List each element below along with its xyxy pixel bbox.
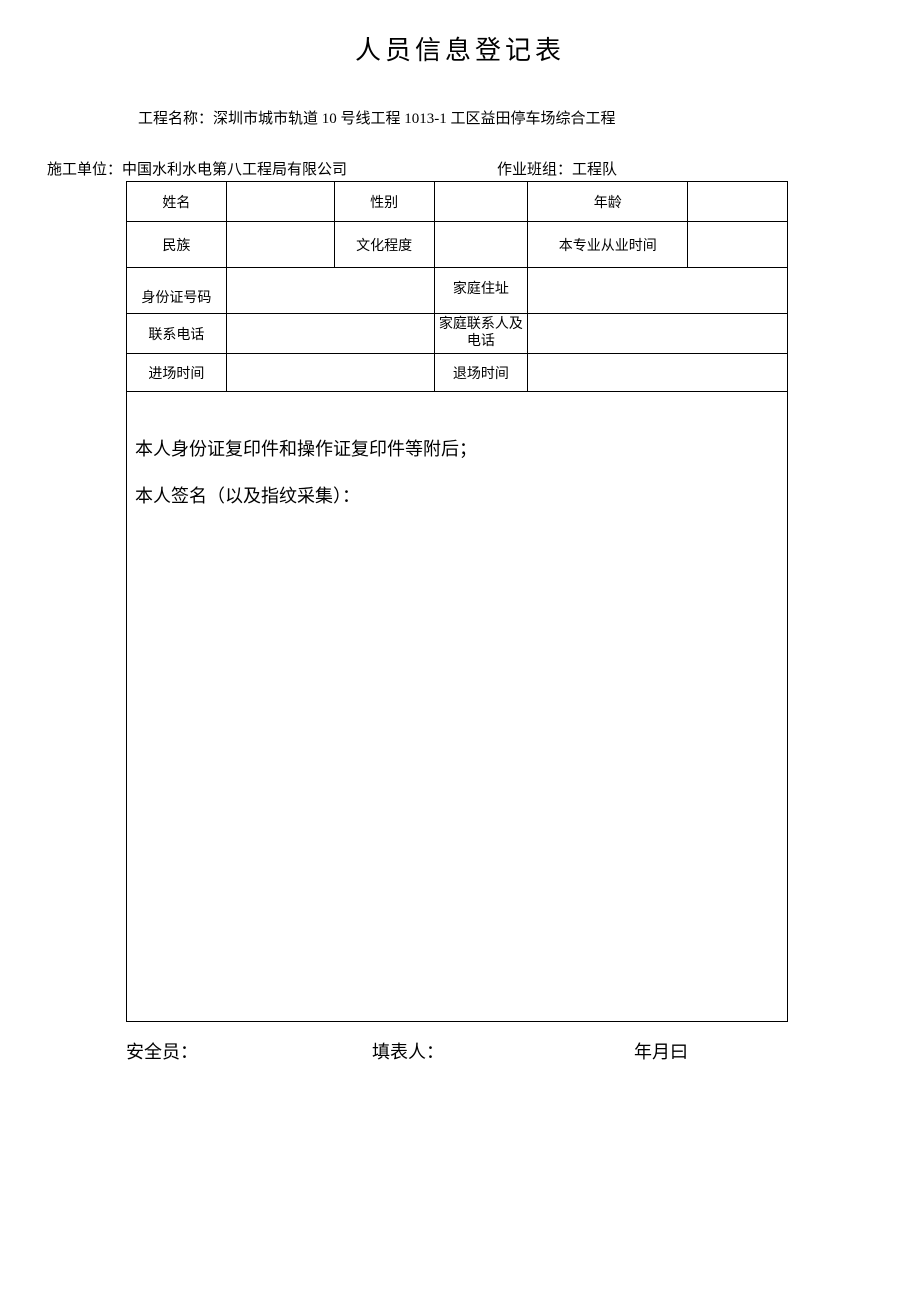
team-value: 工程队 — [572, 162, 617, 178]
header-row: 施工单位：中国水利水电第八工程局有限公司 作业班组：工程队 — [47, 158, 920, 179]
value-enter-time[interactable] — [226, 354, 434, 392]
page-title: 人员信息登记表 — [0, 30, 920, 67]
project-line: 工程名称：深圳市城市轨道 10 号线工程 1013-1 工区益田停车场综合工程 — [138, 107, 920, 128]
notes-box: 本人身份证复印件和操作证复印件等附后； 本人签名（以及指纹采集）： — [126, 392, 788, 1022]
value-experience[interactable] — [688, 222, 788, 268]
footer-row: 安全员： 填表人： 年月曰 — [126, 1038, 788, 1064]
value-family-contact[interactable] — [528, 314, 788, 354]
label-family-contact: 家庭联系人及电话 — [434, 314, 528, 354]
value-gender[interactable] — [434, 182, 528, 222]
project-label: 工程名称： — [138, 111, 213, 127]
team-label: 作业班组： — [497, 162, 572, 178]
label-enter-time: 进场时间 — [127, 354, 227, 392]
notes-line-2: 本人签名（以及指纹采集）： — [135, 473, 779, 520]
label-home-address: 家庭住址 — [434, 268, 528, 314]
label-education: 文化程度 — [334, 222, 434, 268]
project-value: 深圳市城市轨道 10 号线工程 1013-1 工区益田停车场综合工程 — [213, 111, 616, 127]
label-phone: 联系电话 — [127, 314, 227, 354]
label-exit-time: 退场时间 — [434, 354, 528, 392]
value-id-number[interactable] — [226, 268, 434, 314]
label-id-number: 身份证号码 — [127, 268, 227, 314]
unit-label: 施工单位： — [47, 162, 122, 178]
label-experience: 本专业从业时间 — [528, 222, 688, 268]
value-education[interactable] — [434, 222, 528, 268]
label-name: 姓名 — [127, 182, 227, 222]
registration-table: 姓名 性别 年龄 民族 文化程度 本专业从业时间 身份证号码 家庭住址 联系电话… — [126, 181, 788, 392]
value-name[interactable] — [226, 182, 334, 222]
value-nation[interactable] — [226, 222, 334, 268]
footer-safety: 安全员： — [126, 1038, 372, 1064]
value-age[interactable] — [688, 182, 788, 222]
value-phone[interactable] — [226, 314, 434, 354]
value-home-address[interactable] — [528, 268, 788, 314]
label-gender: 性别 — [334, 182, 434, 222]
label-nation: 民族 — [127, 222, 227, 268]
value-exit-time[interactable] — [528, 354, 788, 392]
footer-filler: 填表人： — [372, 1038, 634, 1064]
notes-line-1: 本人身份证复印件和操作证复印件等附后； — [135, 426, 779, 473]
footer-date: 年月曰 — [634, 1038, 688, 1064]
unit-value: 中国水利水电第八工程局有限公司 — [122, 162, 347, 178]
label-age: 年龄 — [528, 182, 688, 222]
